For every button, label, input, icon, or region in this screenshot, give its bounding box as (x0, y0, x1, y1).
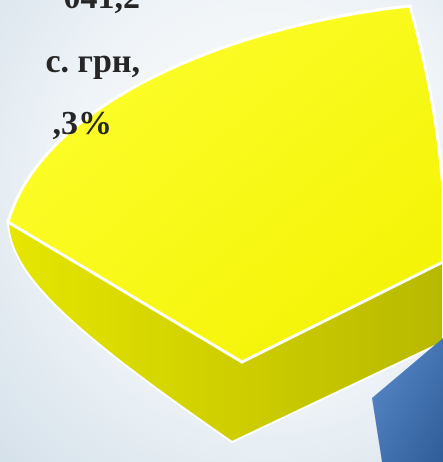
label-line: с. грн, (45, 43, 140, 80)
yellow-slice-side (6, 220, 443, 444)
yellow-slice-top (6, 4, 443, 364)
label-line: ,3% (53, 105, 113, 142)
label-line: 041,2 (64, 0, 141, 16)
blue-slice (372, 338, 443, 462)
